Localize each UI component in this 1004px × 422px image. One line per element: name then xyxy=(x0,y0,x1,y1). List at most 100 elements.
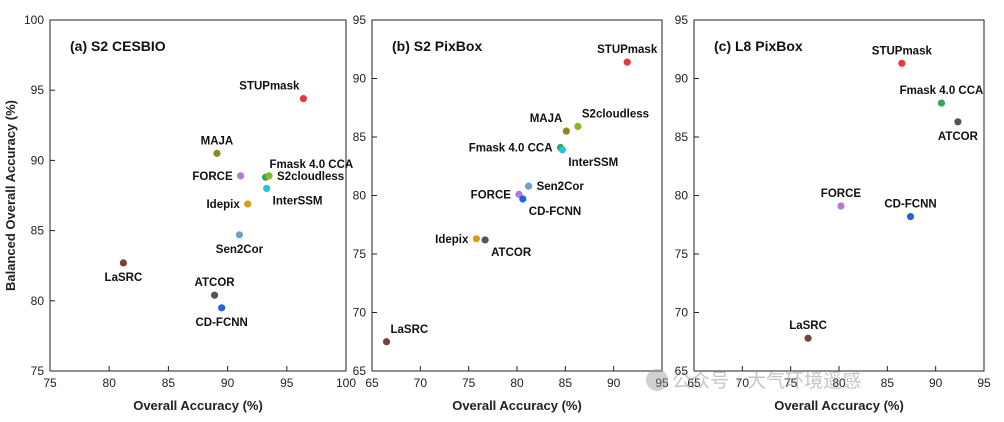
x-tick-label: 70 xyxy=(736,376,750,390)
y-tick-label: 75 xyxy=(353,247,367,261)
x-tick-label: 95 xyxy=(977,376,991,390)
panel-title: (b) S2 PixBox xyxy=(392,38,482,54)
y-tick-label: 95 xyxy=(353,13,367,27)
point-atcor xyxy=(481,236,489,244)
y-tick-label: 95 xyxy=(675,13,689,27)
x-axis-label: Overall Accuracy (%) xyxy=(452,398,582,413)
x-tick-label: 85 xyxy=(162,376,176,390)
point-label-lasrc: LaSRC xyxy=(391,324,429,336)
point-label-atcor: ATCOR xyxy=(491,247,532,259)
y-tick-label: 85 xyxy=(353,130,367,144)
y-tick-label: 75 xyxy=(31,364,45,378)
point-label-interssm: InterSSM xyxy=(568,157,618,169)
x-axis-label: Overall Accuracy (%) xyxy=(774,398,904,413)
point-cd-fcnn xyxy=(906,212,915,221)
point-lasrc xyxy=(804,334,812,342)
y-tick-label: 85 xyxy=(675,130,689,144)
point-label-stupmask: STUPmask xyxy=(597,44,658,56)
point-stupmask xyxy=(623,58,631,66)
watermark-text: 公众号 · 大气环境遥感 xyxy=(672,370,862,392)
x-tick-label: 80 xyxy=(103,376,117,390)
y-tick-label: 65 xyxy=(675,364,689,378)
x-tick-label: 90 xyxy=(929,376,943,390)
point-label-force: FORCE xyxy=(821,188,862,200)
y-tick-label: 90 xyxy=(675,72,689,86)
y-tick-label: 80 xyxy=(353,189,367,203)
watermark: 公众号 · 大气环境遥感 xyxy=(646,366,861,393)
point-label-sen2cor: Sen2Cor xyxy=(216,244,264,256)
x-tick-label: 95 xyxy=(280,376,294,390)
point-label-idepix: Idepix xyxy=(435,234,469,246)
point-s2cloudless xyxy=(574,122,582,131)
x-tick-label: 75 xyxy=(462,376,476,390)
point-interssm xyxy=(558,146,567,154)
point-cd-fcnn xyxy=(218,304,226,312)
y-tick-label: 90 xyxy=(353,72,367,86)
point-maja xyxy=(562,127,570,135)
point-label-fmask-4-0-cca: Fmask 4.0 CCA xyxy=(469,143,553,155)
point-label-lasrc: LaSRC xyxy=(105,272,143,284)
point-idepix xyxy=(244,200,252,208)
wechat-icon xyxy=(646,369,668,391)
x-tick-label: 75 xyxy=(784,376,798,390)
x-axis-label: Overall Accuracy (%) xyxy=(133,398,263,413)
y-axis-label: Balanced Overall Accuracy (%) xyxy=(3,100,18,291)
chart-panel-3: 65 70 75 80 85 90 95 65 70 75 80 85 90 95 (c) L8 PixBo… xyxy=(675,13,991,413)
y-tick-label: 100 xyxy=(24,13,44,27)
point-label-sen2cor: Sen2Cor xyxy=(537,181,585,193)
point-atcor xyxy=(210,291,219,299)
y-tick-label: 95 xyxy=(31,83,45,97)
x-tick-label: 85 xyxy=(881,376,895,390)
point-label-interssm: InterSSM xyxy=(273,195,323,207)
point-fmask-4-0-cca xyxy=(937,99,946,107)
point-maja xyxy=(213,149,221,157)
y-tick-label: 65 xyxy=(353,364,367,378)
point-label-force: FORCE xyxy=(471,189,512,201)
point-label-maja: MAJA xyxy=(201,135,234,147)
point-sen2cor xyxy=(525,182,533,190)
x-tick-label: 80 xyxy=(510,376,524,390)
point-force xyxy=(237,172,245,180)
point-label-s2cloudless: S2cloudless xyxy=(277,171,344,183)
x-tick-label: 75 xyxy=(43,376,57,390)
point-sen2cor xyxy=(235,231,244,239)
chart-panel-1: 75 80 85 90 95 100 75 80 85 90 95 100 (a) S2 CESBIO O… xyxy=(3,13,356,413)
point-label-s2cloudless: S2cloudless xyxy=(582,108,649,120)
x-tick-label: 90 xyxy=(607,376,621,390)
point-label-stupmask: STUPmask xyxy=(872,45,933,57)
x-tick-label: 80 xyxy=(832,376,846,390)
point-interssm xyxy=(263,184,271,193)
x-tick-label: 85 xyxy=(559,376,573,390)
point-label-lasrc: LaSRC xyxy=(789,320,827,332)
x-tick-label: 65 xyxy=(365,376,379,390)
point-label-idepix: Idepix xyxy=(206,199,240,211)
x-tick-label: 70 xyxy=(414,376,428,390)
point-label-force: FORCE xyxy=(192,171,233,183)
plot-frame xyxy=(49,19,347,372)
panel-title: (a) S2 CESBIO xyxy=(70,38,166,54)
x-tick-label: 90 xyxy=(221,376,235,390)
y-tick-label: 90 xyxy=(31,153,45,167)
point-label-cd-fcnn: CD-FCNN xyxy=(195,317,247,329)
point-label-maja: MAJA xyxy=(530,113,563,125)
point-label-fmask-4-0-cca: Fmask 4.0 CCA xyxy=(269,159,353,171)
point-label-cd-fcnn: CD-FCNN xyxy=(529,206,581,218)
y-tick-label: 85 xyxy=(31,224,45,238)
point-label-atcor: ATCOR xyxy=(938,131,979,143)
panel-title: (c) L8 PixBox xyxy=(714,38,803,54)
point-idepix xyxy=(472,235,480,243)
point-label-atcor: ATCOR xyxy=(195,277,236,289)
x-tick-label: 65 xyxy=(687,376,701,390)
point-stupmask xyxy=(898,59,906,67)
point-force xyxy=(837,202,845,210)
y-tick-label: 80 xyxy=(675,189,689,203)
point-stupmask xyxy=(299,95,307,103)
x-tick-label: 100 xyxy=(336,376,356,390)
chart-panel-2: 65 70 75 80 85 90 95 65 70 75 80 85 90 95 (b) S2 PixBo… xyxy=(353,13,669,413)
y-tick-label: 70 xyxy=(353,306,367,320)
point-cd-fcnn xyxy=(519,195,527,203)
point-label-stupmask: STUPmask xyxy=(239,81,300,93)
point-label-fmask-4-0-cca: Fmask 4.0 CCA xyxy=(900,85,984,97)
point-atcor xyxy=(954,118,962,126)
y-tick-label: 70 xyxy=(675,306,689,320)
